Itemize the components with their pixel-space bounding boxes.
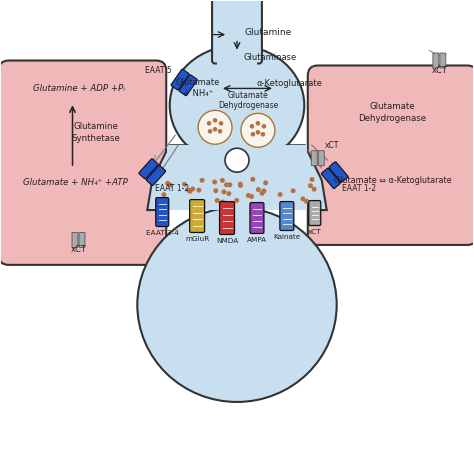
Circle shape <box>218 129 222 134</box>
FancyBboxPatch shape <box>72 233 78 248</box>
Circle shape <box>187 189 192 194</box>
Text: NMDA: NMDA <box>216 238 238 244</box>
Circle shape <box>278 192 283 197</box>
FancyBboxPatch shape <box>212 0 262 63</box>
Circle shape <box>250 124 254 129</box>
Text: xCT: xCT <box>431 66 447 75</box>
Circle shape <box>251 132 255 136</box>
Circle shape <box>238 183 243 188</box>
Circle shape <box>215 198 219 203</box>
FancyBboxPatch shape <box>280 202 294 230</box>
FancyBboxPatch shape <box>0 60 166 265</box>
Circle shape <box>213 188 218 193</box>
Circle shape <box>246 193 251 198</box>
Circle shape <box>255 121 260 126</box>
Circle shape <box>196 188 201 193</box>
Circle shape <box>250 177 255 182</box>
Circle shape <box>213 118 218 122</box>
Circle shape <box>212 180 217 184</box>
Circle shape <box>291 188 296 193</box>
Circle shape <box>308 183 313 188</box>
Circle shape <box>208 129 212 134</box>
FancyBboxPatch shape <box>308 66 474 245</box>
Text: Glutamate
+ NH₄⁺: Glutamate + NH₄⁺ <box>176 78 220 99</box>
Circle shape <box>224 182 229 187</box>
Ellipse shape <box>170 45 304 165</box>
Text: xCT: xCT <box>71 245 86 254</box>
Circle shape <box>168 183 173 188</box>
Ellipse shape <box>137 207 337 402</box>
Text: Glutamate ⇔ α-Ketoglutarate: Glutamate ⇔ α-Ketoglutarate <box>334 176 451 184</box>
Text: Glutaminase: Glutaminase <box>243 53 297 62</box>
Circle shape <box>262 124 266 129</box>
Circle shape <box>241 113 275 147</box>
Circle shape <box>207 121 211 126</box>
Circle shape <box>238 182 243 187</box>
Text: Kainate: Kainate <box>273 234 301 240</box>
FancyBboxPatch shape <box>139 159 158 179</box>
FancyBboxPatch shape <box>190 200 205 233</box>
Circle shape <box>260 191 264 196</box>
Text: mGluR: mGluR <box>185 236 209 242</box>
FancyBboxPatch shape <box>156 198 169 226</box>
Text: Glutamine + ADP +Pᵢ: Glutamine + ADP +Pᵢ <box>33 84 125 93</box>
Text: EAAT 1-2: EAAT 1-2 <box>342 184 376 193</box>
Circle shape <box>227 191 231 196</box>
FancyBboxPatch shape <box>309 201 321 225</box>
Polygon shape <box>147 145 187 210</box>
Text: Glutamate + NH₄⁺ +ATP: Glutamate + NH₄⁺ +ATP <box>23 178 128 187</box>
Text: α-Ketoglutarate: α-Ketoglutarate <box>257 79 323 88</box>
Circle shape <box>310 177 315 182</box>
Circle shape <box>161 192 166 197</box>
FancyBboxPatch shape <box>321 168 340 189</box>
FancyBboxPatch shape <box>440 53 446 68</box>
Circle shape <box>228 182 232 187</box>
FancyBboxPatch shape <box>217 45 257 66</box>
Polygon shape <box>287 145 327 210</box>
Circle shape <box>165 181 170 186</box>
Circle shape <box>198 110 232 144</box>
Text: xCT: xCT <box>325 141 339 150</box>
Circle shape <box>249 194 254 199</box>
Text: xCT: xCT <box>308 229 321 235</box>
Circle shape <box>263 180 268 185</box>
FancyBboxPatch shape <box>146 166 165 185</box>
Circle shape <box>221 189 227 194</box>
Text: Glutamine: Glutamine <box>244 28 292 37</box>
FancyBboxPatch shape <box>250 202 264 234</box>
Circle shape <box>200 178 205 183</box>
Circle shape <box>304 199 309 204</box>
FancyBboxPatch shape <box>219 202 235 234</box>
Circle shape <box>186 188 191 193</box>
Circle shape <box>255 130 260 135</box>
Circle shape <box>213 127 218 131</box>
Text: AMPA: AMPA <box>247 237 267 243</box>
Text: Glutamate
Dehydrogenase: Glutamate Dehydrogenase <box>358 102 427 123</box>
FancyBboxPatch shape <box>167 145 307 210</box>
Circle shape <box>234 198 239 203</box>
Text: EAAT 1-2: EAAT 1-2 <box>155 184 190 193</box>
Text: EAAT 3-4: EAAT 3-4 <box>146 230 179 236</box>
Circle shape <box>312 187 317 192</box>
FancyBboxPatch shape <box>329 162 348 182</box>
Circle shape <box>182 182 187 187</box>
FancyBboxPatch shape <box>179 75 197 96</box>
Circle shape <box>262 189 266 194</box>
Circle shape <box>190 186 195 191</box>
Circle shape <box>225 148 249 172</box>
Circle shape <box>220 199 225 205</box>
Circle shape <box>219 121 223 126</box>
FancyBboxPatch shape <box>311 151 317 166</box>
Text: Glutamate
Dehydrogenase: Glutamate Dehydrogenase <box>218 91 278 110</box>
Circle shape <box>220 178 225 183</box>
FancyBboxPatch shape <box>171 69 189 90</box>
Text: EAAT 5: EAAT 5 <box>146 66 172 75</box>
Circle shape <box>301 196 305 202</box>
Circle shape <box>256 187 261 192</box>
Circle shape <box>261 132 265 136</box>
FancyBboxPatch shape <box>433 53 439 68</box>
FancyBboxPatch shape <box>79 233 85 248</box>
Text: Glutamine
Synthetase: Glutamine Synthetase <box>71 122 120 143</box>
FancyBboxPatch shape <box>318 151 324 166</box>
